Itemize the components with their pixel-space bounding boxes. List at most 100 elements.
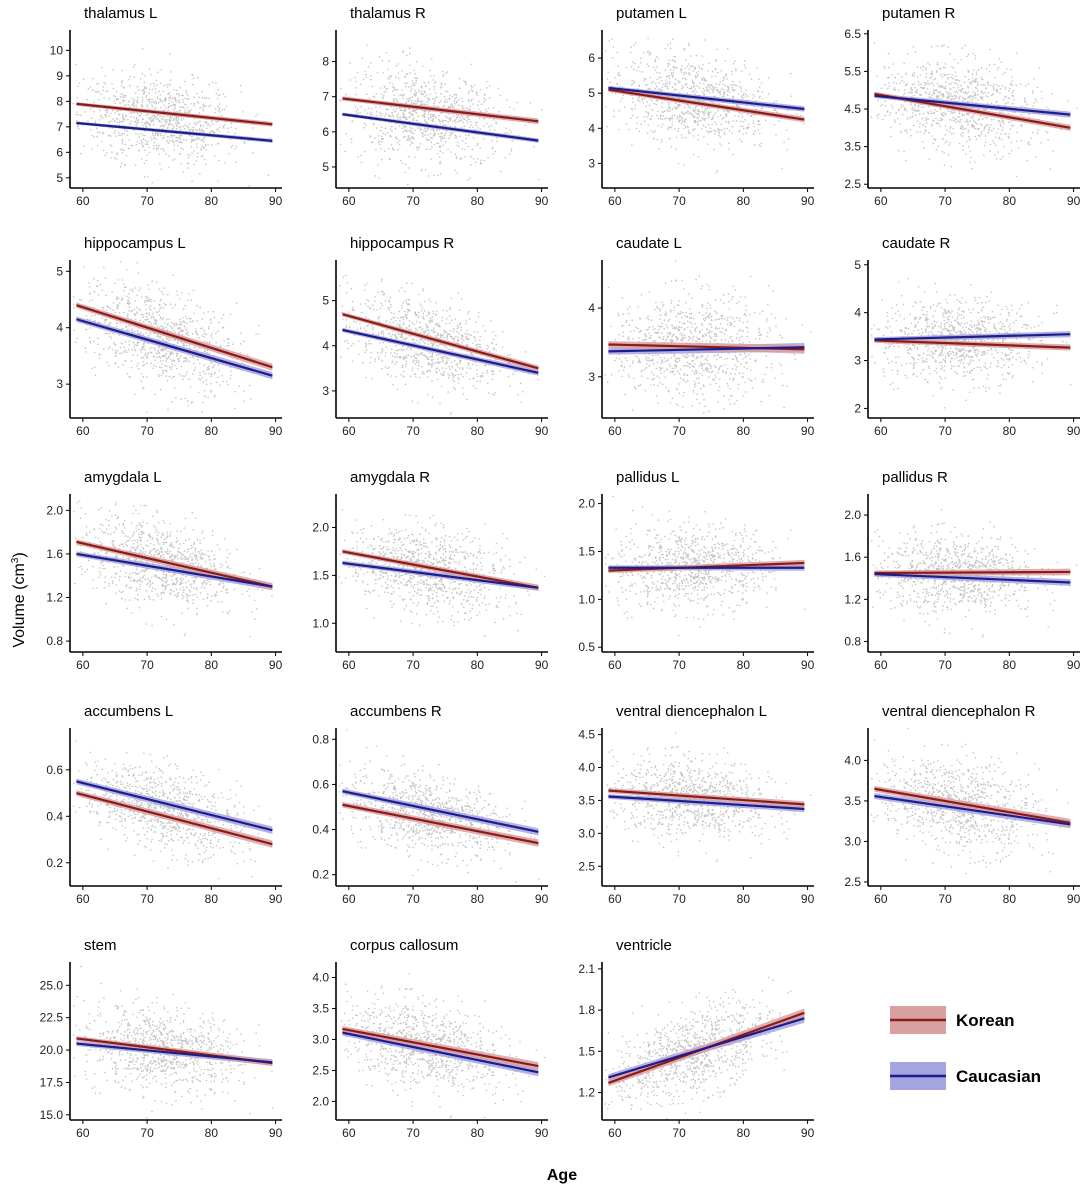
scatter-point	[970, 95, 973, 97]
scatter-point	[124, 341, 127, 343]
scatter-point	[157, 133, 159, 136]
scatter-point	[488, 125, 490, 128]
scatter-point	[114, 349, 117, 352]
scatter-point	[430, 141, 433, 144]
scatter-point	[919, 86, 922, 89]
scatter-point	[394, 76, 397, 78]
scatter-point	[153, 347, 155, 350]
scatter-point	[427, 81, 430, 84]
scatter-point	[723, 128, 726, 131]
scatter-point	[162, 90, 165, 93]
scatter-point	[1006, 68, 1008, 70]
scatter-point	[83, 265, 85, 268]
scatter-point	[930, 72, 932, 75]
scatter-point	[133, 129, 135, 132]
scatter-point	[470, 89, 473, 91]
scatter-point	[393, 352, 396, 354]
scatter-point	[374, 175, 377, 177]
scatter-point	[198, 337, 200, 339]
scatter-point	[677, 130, 679, 132]
scatter-point	[694, 128, 696, 130]
scatter-point	[996, 132, 998, 134]
scatter-point	[152, 367, 154, 369]
scatter-point	[89, 327, 91, 329]
scatter-point	[987, 92, 990, 94]
scatter-point	[164, 321, 166, 324]
scatter-point	[202, 137, 205, 140]
scatter-point	[453, 386, 455, 389]
scatter-point	[128, 340, 131, 342]
scatter-point	[695, 54, 698, 57]
scatter-point	[967, 123, 969, 126]
scatter-point	[97, 82, 100, 85]
scatter-point	[476, 157, 479, 160]
scatter-point	[395, 99, 398, 102]
scatter-point	[919, 131, 921, 133]
scatter-point	[606, 125, 608, 128]
scatter-point	[142, 376, 145, 378]
scatter-point	[884, 104, 887, 107]
scatter-point	[1000, 133, 1002, 135]
scatter-point	[723, 95, 725, 98]
scatter-point	[369, 113, 372, 115]
scatter-point	[485, 80, 488, 83]
scatter-point	[414, 73, 416, 75]
scatter-point	[116, 308, 118, 310]
scatter-point	[119, 148, 122, 151]
scatter-point	[453, 93, 455, 96]
scatter-point	[112, 309, 114, 311]
scatter-point	[959, 127, 962, 130]
scatter-point	[163, 287, 165, 289]
scatter-point	[961, 124, 963, 127]
scatter-point	[939, 85, 941, 87]
scatter-point	[126, 302, 129, 305]
scatter-point	[243, 141, 246, 143]
scatter-point	[681, 111, 683, 114]
scatter-point	[637, 97, 640, 100]
scatter-point	[965, 140, 968, 143]
scatter-point	[184, 304, 186, 307]
scatter-point	[154, 349, 156, 351]
scatter-point	[1031, 92, 1034, 94]
scatter-point	[465, 107, 468, 110]
scatter-point	[138, 289, 140, 292]
scatter-point	[162, 372, 164, 375]
scatter-point	[215, 92, 218, 95]
scatter-point	[430, 136, 432, 139]
scatter-point	[144, 348, 146, 351]
scatter-point	[122, 311, 125, 314]
scatter-point	[220, 317, 223, 320]
scatter-point	[650, 82, 653, 84]
scatter-point	[425, 323, 428, 325]
scatter-point	[134, 300, 136, 302]
scatter-point	[149, 308, 151, 311]
scatter-point	[98, 131, 101, 134]
scatter-point	[647, 112, 650, 115]
scatter-point	[968, 81, 971, 84]
scatter-point	[725, 113, 728, 115]
scatter-point	[217, 363, 220, 366]
scatter-point	[210, 322, 212, 324]
scatter-point	[209, 125, 211, 128]
scatter-point	[131, 104, 133, 106]
scatter-point	[135, 122, 138, 125]
scatter-point	[190, 139, 193, 141]
scatter-point	[936, 64, 939, 66]
scatter-point	[678, 121, 680, 123]
scatter-point	[639, 71, 641, 73]
scatter-point	[931, 70, 933, 73]
scatter-point	[679, 104, 681, 106]
scatter-point	[425, 110, 427, 113]
scatter-point	[145, 142, 148, 144]
scatter-point	[201, 318, 204, 320]
scatter-point	[661, 138, 663, 141]
scatter-point	[390, 375, 393, 377]
scatter-point	[423, 119, 426, 121]
scatter-point	[910, 134, 912, 137]
scatter-point	[935, 149, 938, 151]
scatter-point	[175, 324, 178, 326]
scatter-point	[183, 80, 186, 83]
scatter-point	[642, 116, 645, 118]
scatter-point	[98, 353, 101, 355]
scatter-point	[171, 101, 173, 103]
